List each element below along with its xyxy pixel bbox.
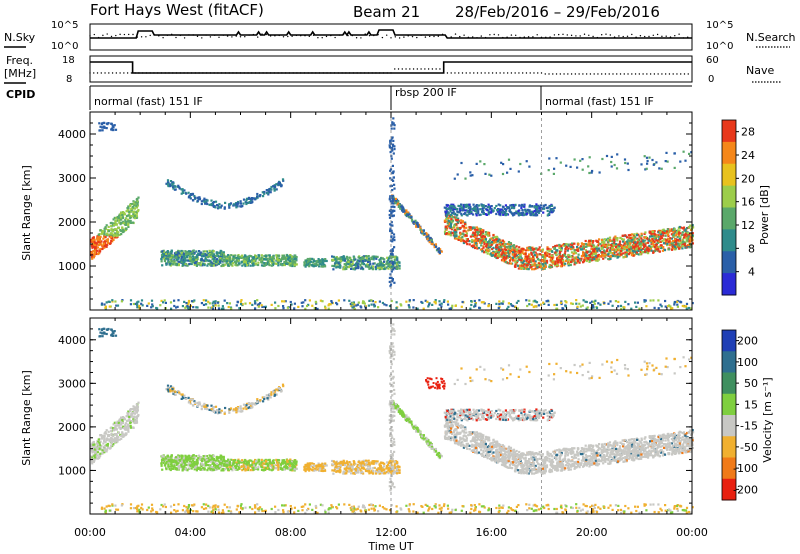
freq-panel (89, 55, 693, 83)
freq-unit: [MHz] (4, 67, 36, 80)
velocity-cpid-markers (390, 318, 542, 514)
freq-label: Freq. (6, 54, 33, 67)
nave-tick-bottom: 0 (708, 74, 714, 85)
velocity-x-ticks (89, 318, 693, 514)
power-panel: 1000 2000 3000 4000 (58, 111, 695, 311)
nsky-label: N.Sky (4, 31, 36, 44)
power-heatmap (90, 117, 695, 310)
y-tick-label: 4000 (58, 128, 86, 141)
nsky-panel (89, 23, 693, 51)
velocity-colorbar-tick: -15 (740, 420, 758, 433)
y-tick-label: 1000 (58, 260, 86, 273)
power-colorbar-tick: 8 (748, 242, 755, 255)
velocity-colorbar-tick: 50 (744, 377, 758, 390)
y-tick-label: 4000 (58, 334, 86, 347)
x-tick-label: 20:00 (576, 526, 608, 539)
velocity-colorbar-label: Velocity [m s⁻¹] (761, 377, 774, 462)
freq-tick-bottom: 8 (66, 74, 72, 85)
power-x-ticks (89, 112, 693, 310)
x-tick-label: 04:00 (174, 526, 206, 539)
date-range: 28/Feb/2016 – 29/Feb/2016 (455, 3, 660, 21)
power-ylabel: Slant Range [km] (20, 165, 33, 261)
nave-trace (89, 68, 689, 75)
nsky-tick-bottom: 10^0 (51, 41, 78, 52)
velocity-ylabel: Slant Range [km] (20, 370, 33, 466)
velocity-colorbar: 200 100 50 15 -15 -50 -100 -200 (721, 329, 758, 501)
station-title: Fort Hays West (fitACF) (90, 1, 264, 19)
freq-tick-top: 18 (62, 55, 75, 66)
y-tick-label: 2000 (58, 216, 86, 229)
nsky-tick-top: 10^5 (51, 20, 78, 31)
cpid-segment-1: normal (fast) 151 IF (94, 95, 203, 108)
nsearch-trace (89, 33, 689, 39)
x-tick-label: 16:00 (475, 526, 507, 539)
velocity-panel: 1000 2000 3000 4000 (58, 317, 695, 515)
nsearch-tick-top: 10^5 (706, 20, 733, 31)
power-colorbar-tick: 20 (741, 172, 755, 185)
cpid-label: CPID (6, 88, 35, 101)
y-tick-label: 3000 (58, 377, 86, 390)
y-tick-label: 1000 (58, 464, 86, 477)
cpid-segment-2: rbsp 200 IF (395, 86, 457, 99)
y-tick-label: 2000 (58, 421, 86, 434)
power-cpid-markers (390, 112, 542, 310)
beam-title: Beam 21 (353, 3, 420, 21)
power-y-axis: 1000 2000 3000 4000 (58, 122, 692, 300)
freq-trace (90, 61, 692, 74)
velocity-colorbar-tick: 200 (737, 335, 758, 348)
cpid-segment-3: normal (fast) 151 IF (545, 95, 654, 108)
velocity-colorbar-tick: 100 (737, 356, 758, 369)
power-colorbar-tick: 16 (741, 196, 755, 209)
power-colorbar: 4 8 12 16 20 24 28 (721, 119, 755, 296)
velocity-colorbar-tick: -200 (733, 483, 758, 496)
nave-label: Nave (746, 64, 774, 77)
power-colorbar-tick: 4 (748, 266, 755, 279)
velocity-heatmap (90, 323, 695, 514)
power-colorbar-label: Power [dB] (758, 185, 771, 245)
velocity-colorbar-tick: -50 (740, 441, 758, 454)
nave-tick-top: 60 (706, 55, 719, 66)
x-tick-label: 00:00 (74, 526, 106, 539)
power-colorbar-tick: 12 (741, 219, 755, 232)
velocity-colorbar-tick: 15 (744, 398, 758, 411)
power-colorbar-tick: 28 (741, 126, 755, 139)
power-colorbar-tick: 24 (741, 149, 755, 162)
x-tick-label: 00:00 (676, 526, 708, 539)
y-tick-label: 3000 (58, 172, 86, 185)
x-tick-label: 12:00 (375, 526, 407, 539)
x-tick-label: 08:00 (275, 526, 307, 539)
nsearch-tick-bottom: 10^0 (706, 41, 733, 52)
velocity-colorbar-tick: -100 (733, 462, 758, 475)
nsearch-label: N.Search (746, 31, 796, 44)
time-axis-labels: 00:00 04:00 08:00 12:00 16:00 20:00 00:00 (74, 526, 708, 539)
nsky-trace (90, 29, 692, 39)
velocity-y-axis: 1000 2000 3000 4000 (58, 328, 692, 504)
time-axis-title: Time UT (367, 540, 413, 553)
